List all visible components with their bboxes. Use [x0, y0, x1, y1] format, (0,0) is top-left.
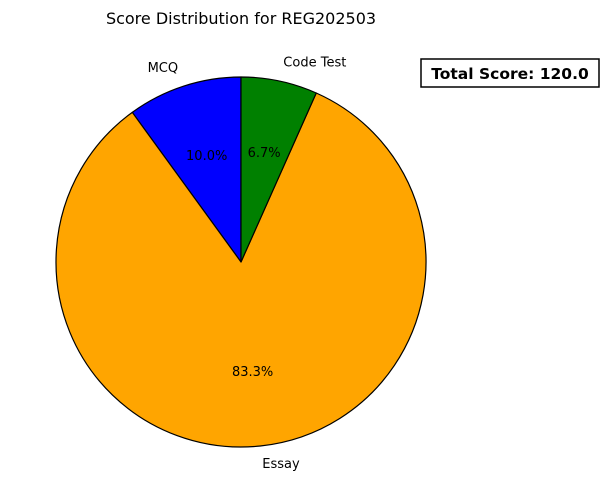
slice-label-mcq: MCQ	[148, 61, 179, 76]
pie-labels: MCQ 10.0% Essay 83.3% Code Test 6.7%	[148, 55, 347, 471]
pie-slices	[55, 76, 427, 448]
slice-percent-code-test: 6.7%	[248, 146, 281, 161]
chart-title: Score Distribution for REG202503	[106, 9, 376, 28]
total-score-annotation: Total Score: 120.0	[420, 58, 600, 88]
pie-slice-code-test	[240, 76, 317, 263]
slice-percent-essay: 83.3%	[232, 365, 273, 380]
pie-slice-mcq	[131, 76, 242, 263]
slice-label-essay: Essay	[262, 457, 300, 472]
annotation-text: Total Score: 120.0	[431, 65, 589, 83]
pie-slice-essay	[55, 92, 427, 448]
slice-percent-mcq: 10.0%	[186, 149, 227, 164]
annotation-box	[420, 58, 600, 88]
slice-label-code-test: Code Test	[283, 55, 346, 70]
